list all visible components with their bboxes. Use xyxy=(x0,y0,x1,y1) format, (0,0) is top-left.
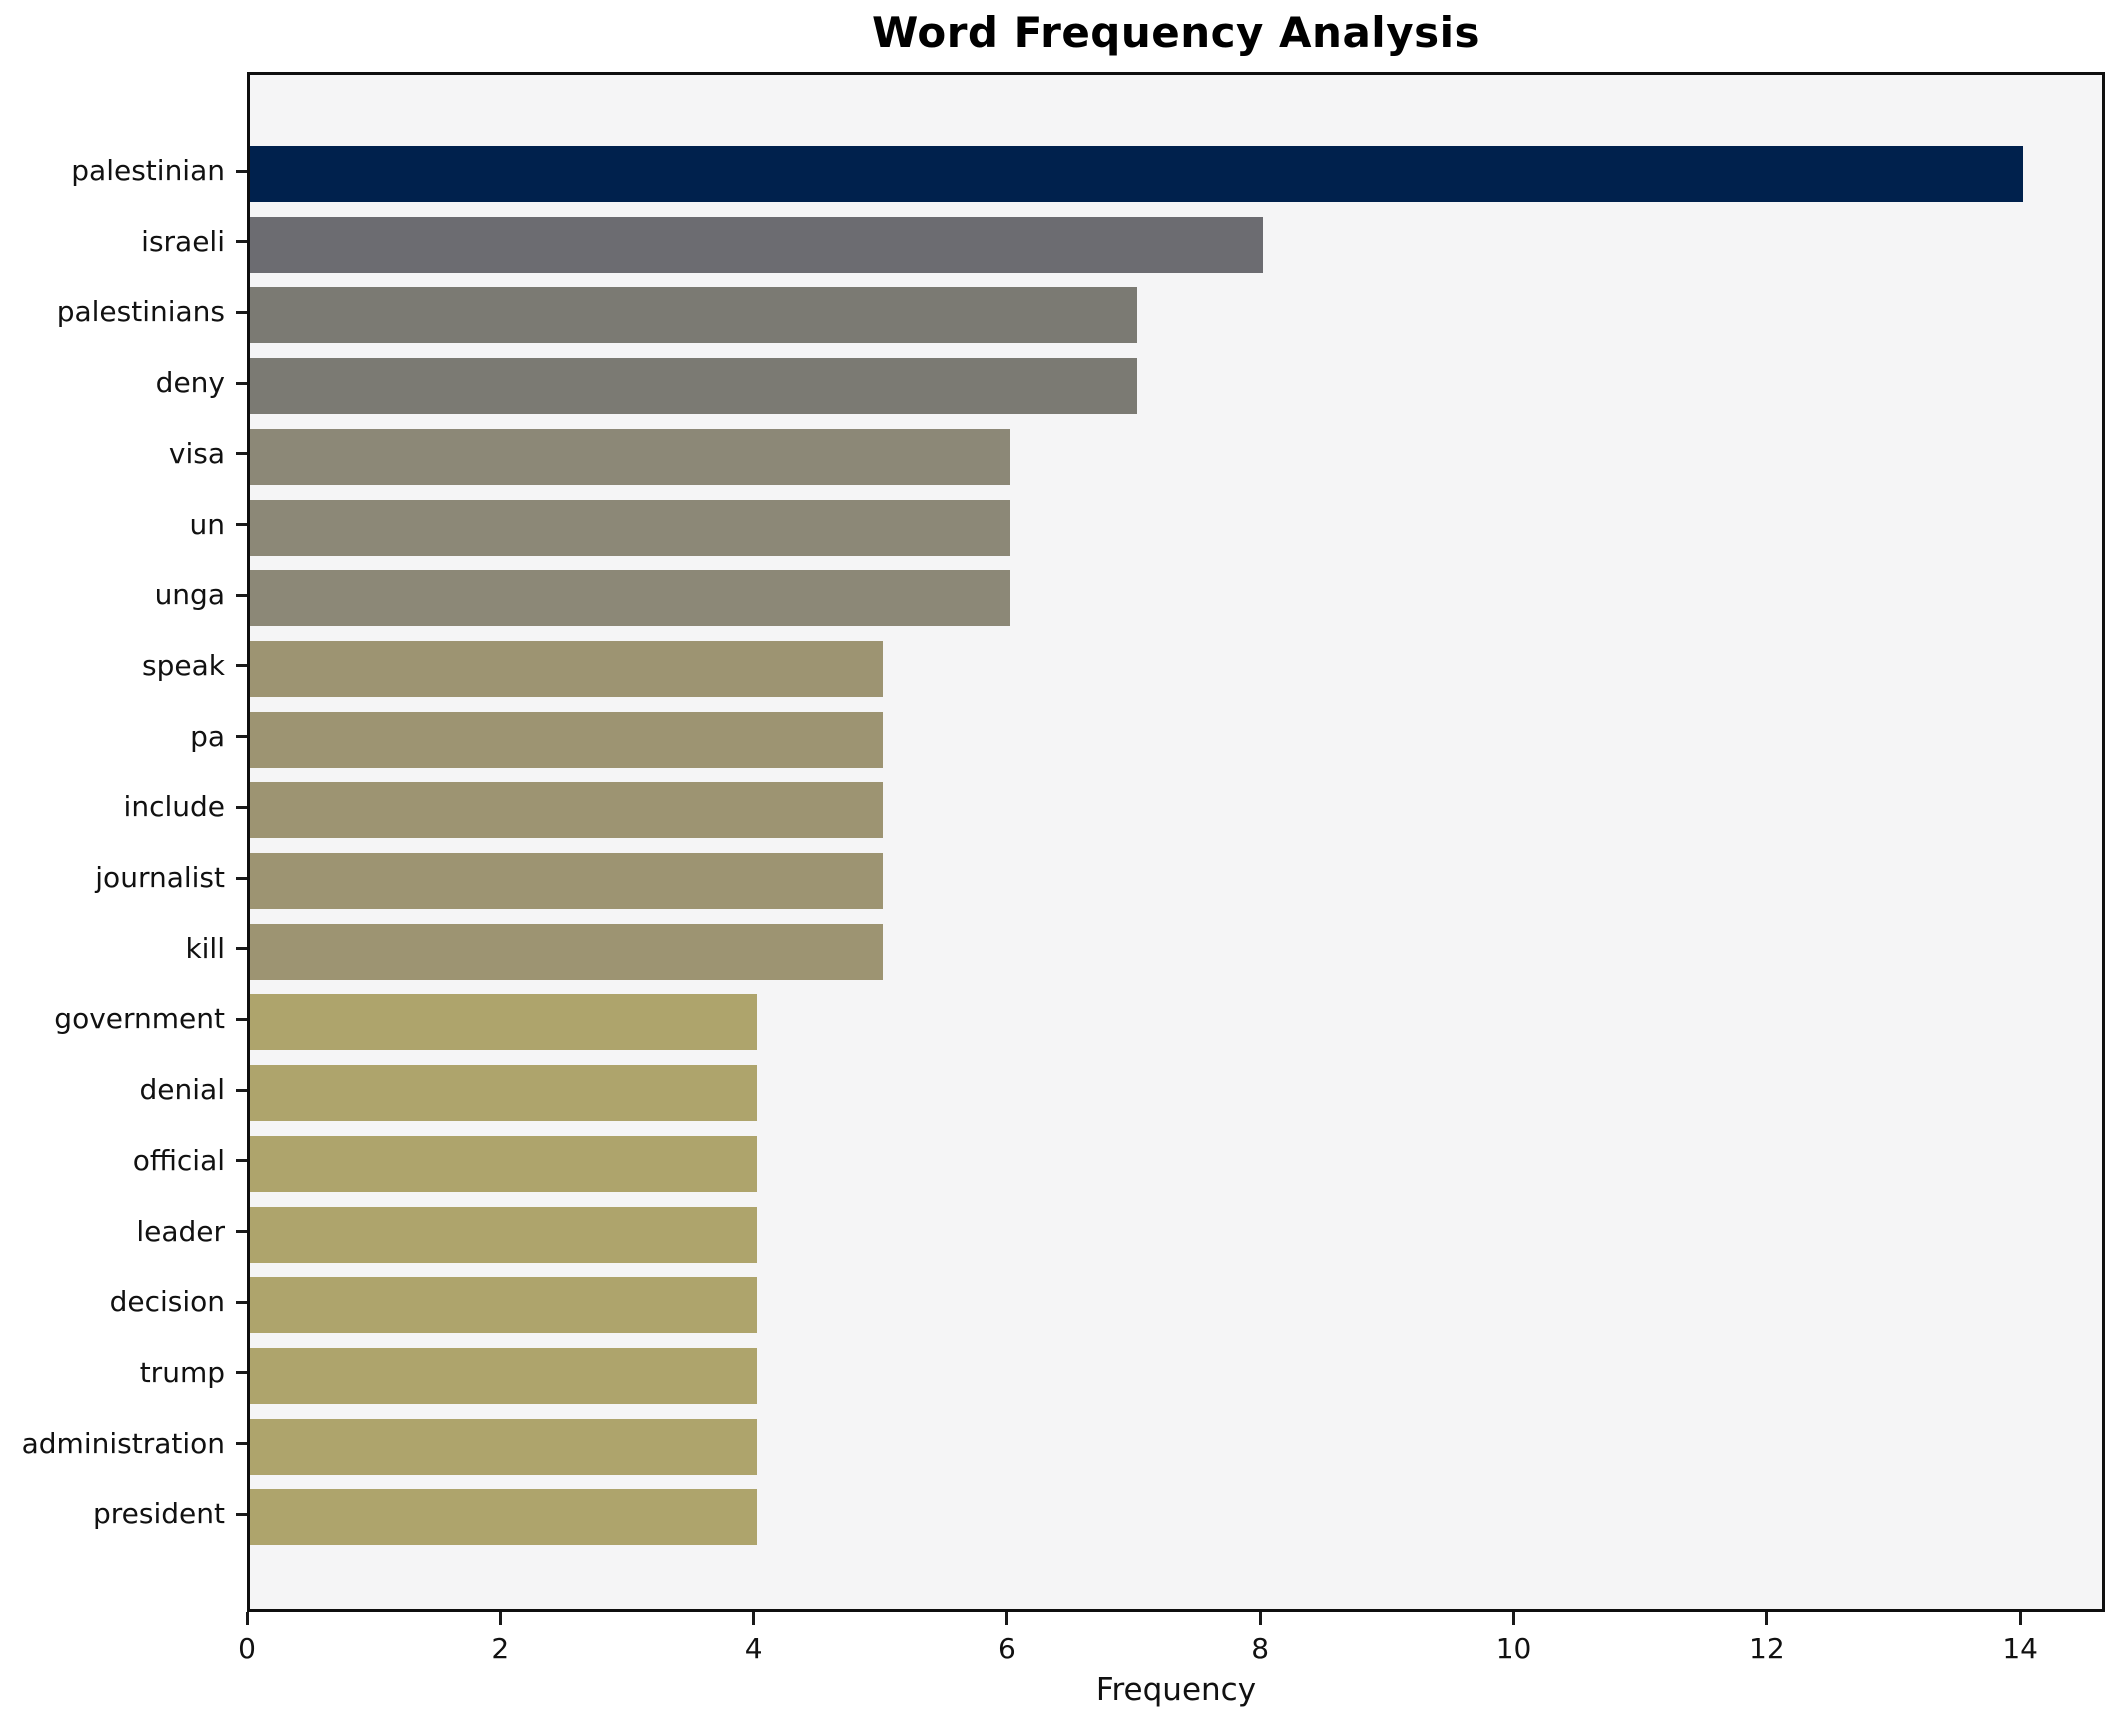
x-axis-title: Frequency xyxy=(1095,1672,1257,1708)
y-tick-mark xyxy=(236,1017,247,1021)
y-tick-label-administration: administration xyxy=(21,1426,225,1460)
y-tick-label-denial: denial xyxy=(139,1073,225,1107)
bar-speak xyxy=(250,640,884,697)
y-tick-mark xyxy=(236,1442,247,1446)
bar-palestinian xyxy=(250,146,2024,202)
y-tick-mark xyxy=(236,1512,247,1516)
y-tick-mark xyxy=(236,523,247,526)
y-tick-label-kill: kill xyxy=(185,931,225,965)
y-tick-label-deny: deny xyxy=(155,366,225,400)
y-tick-label-journalist: journalist xyxy=(95,861,225,894)
y-tick-label-unga: unga xyxy=(154,578,225,612)
bar-kill xyxy=(250,923,884,980)
x-tick-mark xyxy=(1258,1612,1262,1625)
y-tick-label-include: include xyxy=(123,790,225,824)
y-tick-mark xyxy=(236,1371,247,1375)
y-tick-mark xyxy=(236,1159,247,1163)
bar-administration xyxy=(250,1418,757,1475)
y-tick-label-decision: decision xyxy=(109,1285,225,1319)
bar-official xyxy=(250,1135,757,1192)
y-tick-mark xyxy=(236,593,247,597)
bar-israeli xyxy=(250,216,1264,273)
x-tick-label-6: 6 xyxy=(997,1632,1016,1665)
y-tick-mark xyxy=(236,452,247,456)
x-tick-mark xyxy=(498,1612,502,1625)
x-tick-label-8: 8 xyxy=(1251,1632,1270,1665)
x-tick-mark xyxy=(752,1612,756,1625)
y-tick-label-israeli: israeli xyxy=(141,224,225,258)
y-tick-mark xyxy=(236,947,247,951)
plot-area xyxy=(247,72,2105,1612)
y-tick-mark xyxy=(236,381,247,385)
bar-deny xyxy=(250,358,1137,415)
y-tick-mark xyxy=(236,805,247,809)
x-tick-label-12: 12 xyxy=(1749,1632,1785,1665)
y-tick-label-un: un xyxy=(189,507,226,541)
x-tick-label-2: 2 xyxy=(491,1632,510,1665)
chart-title: Word Frequency Analysis xyxy=(872,8,1480,57)
y-tick-label-trump: trump xyxy=(139,1355,225,1389)
bar-government xyxy=(250,994,757,1051)
bar-president xyxy=(250,1489,757,1546)
y-tick-label-visa: visa xyxy=(168,436,225,470)
bar-visa xyxy=(250,428,1010,485)
x-tick-mark xyxy=(1512,1612,1516,1625)
y-tick-label-palestinians: palestinians xyxy=(56,295,225,329)
y-tick-mark xyxy=(236,664,247,668)
y-tick-label-official: official xyxy=(132,1143,225,1177)
x-tick-label-0: 0 xyxy=(238,1632,256,1665)
y-tick-label-government: government xyxy=(54,1002,225,1036)
y-tick-mark xyxy=(236,169,247,173)
x-tick-label-10: 10 xyxy=(1495,1632,1532,1665)
x-tick-mark xyxy=(245,1612,249,1625)
bar-unga xyxy=(250,570,1010,627)
y-tick-mark xyxy=(236,1300,247,1304)
y-tick-mark xyxy=(236,310,247,314)
y-tick-label-president: president xyxy=(93,1497,225,1531)
bar-journalist xyxy=(250,853,884,909)
bar-decision xyxy=(250,1277,757,1334)
x-tick-mark xyxy=(1005,1612,1009,1625)
bar-palestinians xyxy=(250,287,1137,344)
bar-leader xyxy=(250,1206,757,1263)
bar-trump xyxy=(250,1347,757,1404)
y-tick-mark xyxy=(236,1230,247,1233)
x-tick-label-4: 4 xyxy=(744,1632,763,1665)
y-tick-label-leader: leader xyxy=(136,1214,225,1248)
bar-un xyxy=(250,499,1010,556)
y-tick-mark xyxy=(236,1088,247,1092)
x-tick-mark xyxy=(1765,1612,1769,1625)
y-tick-label-palestinian: palestinian xyxy=(71,154,225,187)
y-tick-mark xyxy=(236,735,247,739)
y-tick-mark xyxy=(236,876,247,880)
bar-pa xyxy=(250,711,884,768)
y-tick-label-pa: pa xyxy=(190,719,225,753)
bar-denial xyxy=(250,1065,757,1122)
x-tick-mark xyxy=(2018,1612,2022,1625)
bar-include xyxy=(250,782,884,839)
y-tick-label-speak: speak xyxy=(142,648,225,682)
y-tick-mark xyxy=(236,240,247,244)
x-tick-label-14: 14 xyxy=(2002,1632,2038,1665)
